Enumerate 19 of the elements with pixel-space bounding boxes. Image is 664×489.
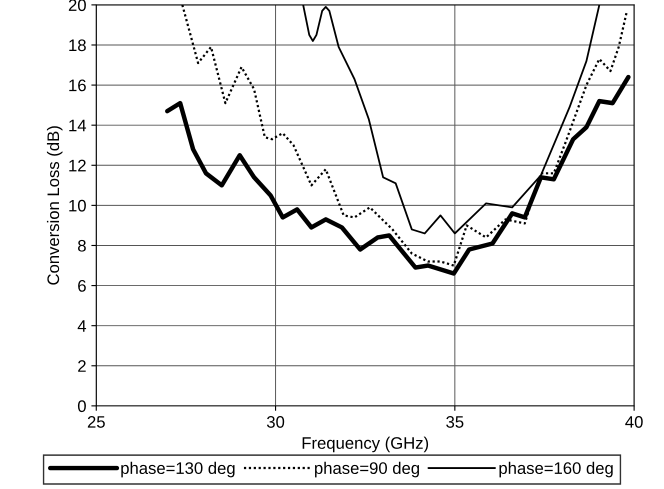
y-tick-label: 4: [78, 320, 86, 332]
y-axis-title: Conversion Loss (dB): [46, 126, 62, 285]
y-tick-label: 12: [69, 160, 86, 172]
x-axis-title: Frequency (GHz): [302, 436, 428, 452]
x-tick-label: 30: [266, 416, 284, 428]
legend-label: phase=160 deg: [499, 462, 613, 478]
y-tick-label: 18: [69, 39, 86, 52]
x-tick-label: 25: [88, 416, 105, 428]
y-tick-label: 8: [78, 240, 86, 252]
y-tick-label: 0: [78, 400, 86, 412]
x-tick-label: 35: [446, 416, 464, 428]
legend-label: phase=90 deg: [315, 462, 419, 478]
legend-label: phase=130 deg: [121, 462, 235, 478]
y-tick-label: 6: [78, 280, 86, 292]
y-tick-label: 14: [69, 120, 86, 132]
y-tick-label: 10: [69, 200, 86, 212]
y-tick-label: 16: [69, 79, 86, 92]
y-tick-label: 2: [78, 360, 86, 372]
x-tick-label: 40: [625, 416, 643, 428]
